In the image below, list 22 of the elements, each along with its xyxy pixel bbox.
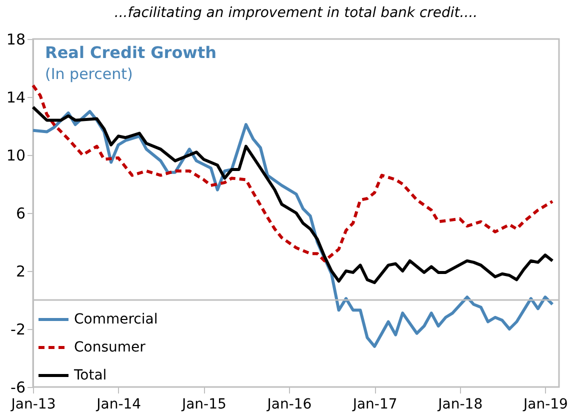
x-tick-label: Jan-18	[437, 396, 483, 412]
line-series	[32, 84, 554, 262]
y-tick-label: 18	[6, 30, 26, 48]
legend-label: Commercial	[74, 312, 158, 328]
x-tick-label: Jan-17	[352, 396, 398, 412]
legend-label: Consumer	[74, 340, 146, 356]
x-tick-label: Jan-14	[96, 396, 142, 412]
y-tick-label: 6	[16, 204, 26, 222]
x-tick-label: Jan-16	[266, 396, 312, 412]
y-tick-label: -6	[10, 378, 26, 396]
y-tick-label: -2	[10, 320, 26, 338]
line-series	[32, 106, 554, 284]
y-tick-label: 10	[6, 146, 26, 164]
y-tick-label: 14	[6, 88, 26, 106]
legend-label: Total	[73, 368, 107, 384]
chart-title: ...facilitating an improvement in total bank credit....	[114, 5, 478, 21]
chart-subtitle: Real Credit Growth	[45, 43, 216, 62]
x-tick-label: Jan-19	[522, 396, 568, 412]
y-tick-label: 2	[16, 262, 26, 280]
annotation: (In percent)	[45, 65, 133, 83]
x-tick-label: Jan-15	[180, 396, 226, 412]
x-tick-label: Jan-13	[10, 396, 56, 412]
